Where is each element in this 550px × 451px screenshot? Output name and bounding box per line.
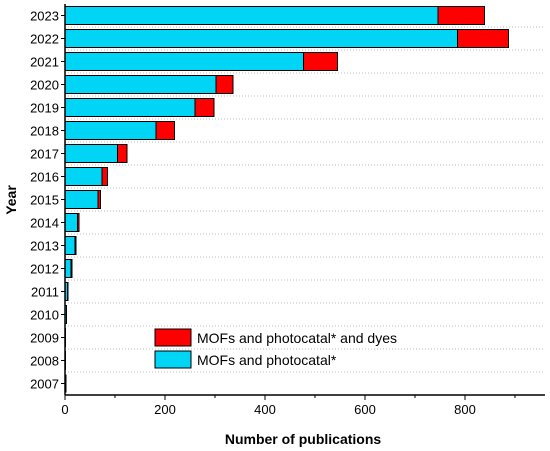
x-tick-label: 0 <box>61 402 68 417</box>
y-tick-label: 2010 <box>30 308 59 323</box>
x-tick-label: 400 <box>254 402 276 417</box>
x-axis-title: Number of publications <box>225 431 382 447</box>
y-tick-label: 2019 <box>30 101 59 116</box>
bar-dyes-2020 <box>215 75 234 94</box>
bar-dyes-2019 <box>194 98 215 117</box>
y-tick-label: 2012 <box>30 262 59 277</box>
bar-photocatal-2019 <box>64 98 196 117</box>
bars <box>64 6 509 393</box>
legend-swatch <box>154 328 192 347</box>
x-tick-label: 600 <box>354 402 376 417</box>
y-axis-title: Year <box>3 185 19 215</box>
bar-photocatal-2017 <box>64 144 118 163</box>
bar-photocatal-2023 <box>64 6 439 25</box>
bar-photocatal-2012 <box>64 259 72 278</box>
y-tick-label: 2011 <box>31 285 59 300</box>
bar-dyes-2015 <box>97 190 101 209</box>
bar-dyes-2016 <box>101 167 108 186</box>
y-tick-label: 2013 <box>30 239 59 254</box>
y-tick-label: 2020 <box>30 78 59 93</box>
bar-dyes-2023 <box>437 6 485 25</box>
y-tick-label: 2016 <box>30 170 59 185</box>
y-tick-label: 2017 <box>30 147 59 162</box>
bar-photocatal-2018 <box>64 121 157 140</box>
legend-swatch <box>154 350 192 369</box>
x-axis-ticks: 0 200 400 600 800 <box>61 395 516 417</box>
y-tick-label: 2015 <box>30 193 59 208</box>
bar-dyes-2021 <box>303 52 338 71</box>
y-tick-label: 2014 <box>30 216 59 231</box>
y-tick-label: 2021 <box>30 55 59 70</box>
bar-photocatal-2014 <box>64 213 78 232</box>
bar-dyes-2013 <box>74 236 77 255</box>
bar-dyes-2022 <box>457 29 509 48</box>
bar-dyes-2012 <box>70 259 73 278</box>
y-tick-label: 2007 <box>30 377 59 392</box>
bar-dyes-2018 <box>155 121 175 140</box>
bar-photocatal-2022 <box>64 29 458 48</box>
bar-photocatal-2020 <box>64 75 217 94</box>
y-tick-label: 2023 <box>30 9 59 24</box>
bar-photocatal-2013 <box>64 236 76 255</box>
x-tick-label: 200 <box>154 402 176 417</box>
bar-photocatal-2021 <box>64 52 304 71</box>
y-axis-ticks: 2023 2022 2021 2020 2019 2018 2017 2016 2015 2014… <box>30 9 65 392</box>
x-tick-label: 800 <box>454 402 476 417</box>
bar-dyes-2014 <box>77 213 80 232</box>
legend-label: MOFs and photocatal* <box>197 352 337 368</box>
bar-dyes-2017 <box>117 144 128 163</box>
y-tick-label: 2022 <box>30 32 59 47</box>
legend-label: MOFs and photocatal* and dyes <box>197 330 397 346</box>
bar-photocatal-2015 <box>64 190 99 209</box>
bar-photocatal-2016 <box>64 167 103 186</box>
bar-dyes-2011 <box>67 282 69 301</box>
y-tick-label: 2008 <box>30 354 59 369</box>
y-tick-label: 2009 <box>30 331 59 346</box>
legend: MOFs and photocatal* and dyes MOFs and ph… <box>154 328 397 369</box>
y-tick-label: 2018 <box>30 124 59 139</box>
